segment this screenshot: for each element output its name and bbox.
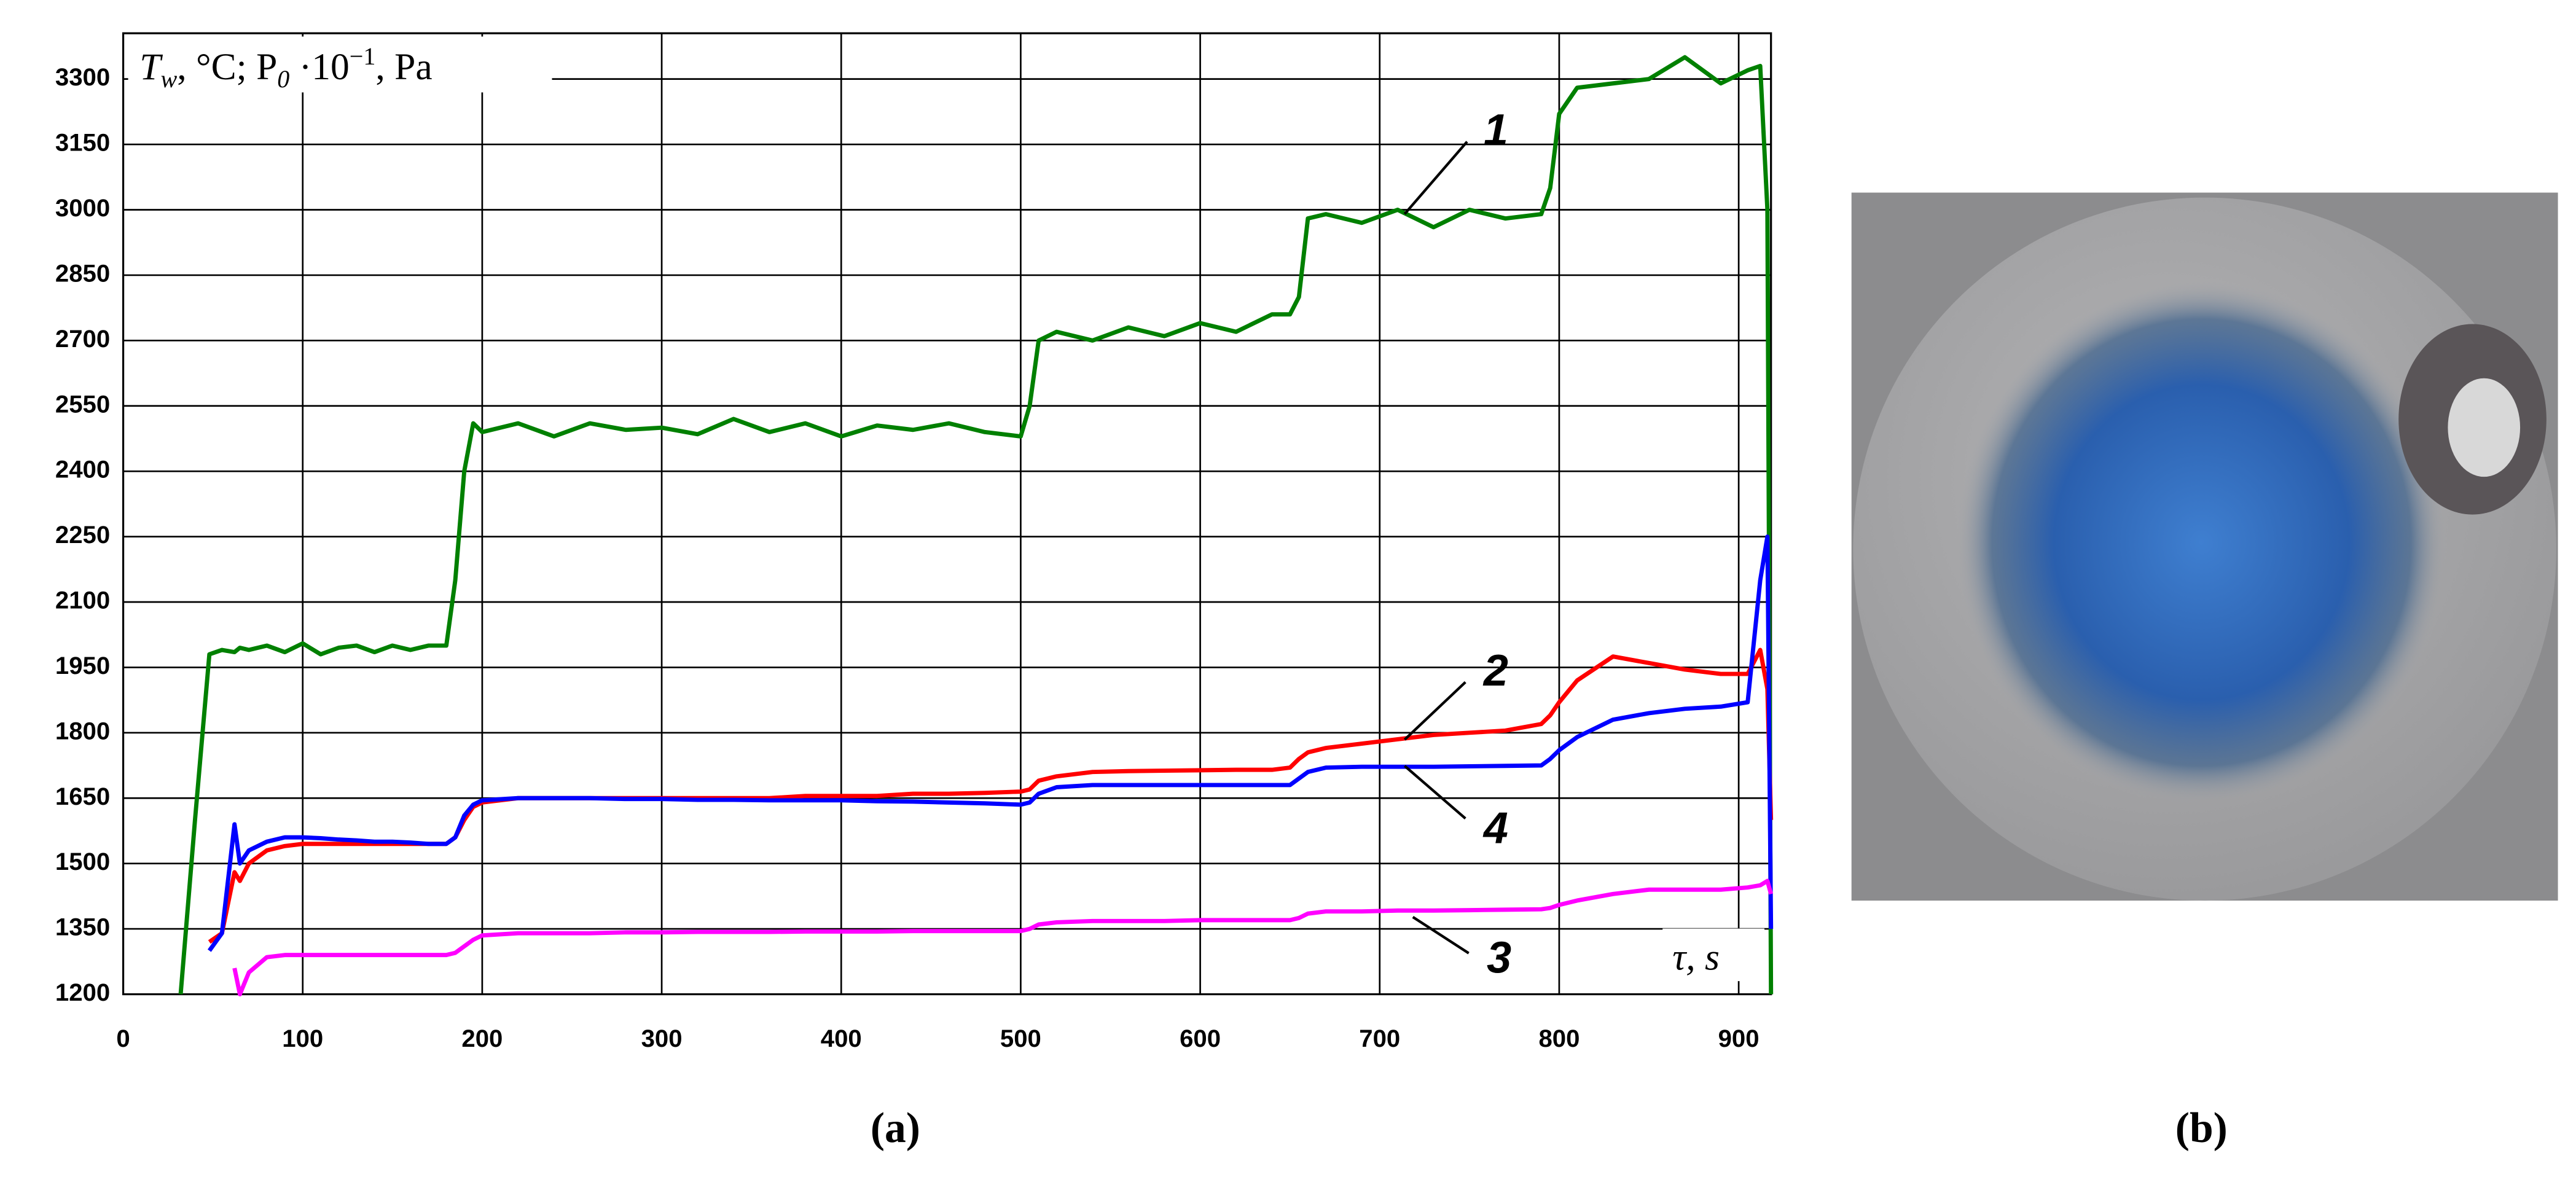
annotation-leader [1403, 681, 1466, 741]
blue-zone [1955, 280, 2448, 805]
y-tick-label: 1500 [55, 848, 110, 875]
series-line [232, 878, 1774, 996]
y-tick-label: 1200 [55, 979, 110, 1006]
x-axis-label: τ, s [1672, 936, 1720, 978]
x-tick-label: 200 [461, 1025, 503, 1052]
y-tick-label: 2700 [55, 326, 110, 353]
y-axis-label: Tw, °C; P0 ·10−1, Pa [139, 42, 432, 93]
caption: (b) [2175, 1105, 2228, 1152]
x-tick-label: 700 [1359, 1025, 1400, 1052]
y-tick-label: 1350 [55, 914, 110, 941]
y-label-part: 0 [277, 65, 289, 93]
crater-highlight [2448, 378, 2521, 477]
y-label-part: , Pa [375, 46, 432, 88]
y-label-part: T [139, 46, 163, 88]
y-tick-label: 1650 [55, 783, 110, 810]
x-tick-label: 500 [1000, 1025, 1041, 1052]
y-tick-label: 3150 [55, 130, 110, 157]
y-tick-label: 1950 [55, 652, 110, 679]
annotation: 1 [1484, 106, 1508, 155]
annotation-leader [1403, 765, 1466, 819]
y-tick-label: 2850 [55, 260, 110, 287]
annotation: 4 [1482, 804, 1508, 853]
x-tick-label: 300 [641, 1025, 683, 1052]
y-tick-label: 1800 [55, 718, 110, 745]
annotation-leader [1403, 141, 1468, 215]
x-tick-label: 400 [821, 1025, 862, 1052]
x-tick-label: 0 [116, 1025, 130, 1052]
x-label-background [1662, 928, 1764, 982]
series-line [178, 55, 1774, 995]
y-tick-label: 3300 [55, 64, 110, 91]
y-tick-label: 2100 [55, 587, 110, 614]
series-line [208, 647, 1774, 944]
plot-frame [122, 32, 1772, 996]
series-line [207, 534, 1774, 952]
y-label-background [128, 36, 552, 93]
y-tick-label: 3000 [55, 195, 110, 222]
x-tick-label: 600 [1180, 1025, 1221, 1052]
x-tick-label: 900 [1718, 1025, 1760, 1052]
annotation-leader [1412, 916, 1470, 955]
y-tick-label: 2400 [55, 456, 110, 483]
lines [178, 55, 1774, 996]
y-tick-label: 2550 [55, 391, 110, 418]
y-tick-label: 2250 [55, 522, 110, 549]
annotation: 3 [1487, 934, 1511, 983]
x-tick-label: 100 [282, 1025, 323, 1052]
y-label-part: , °C; P [177, 46, 277, 88]
x-tick-label: 800 [1538, 1025, 1580, 1052]
photo [1851, 192, 2558, 901]
labels: 1200135015001650180019502100225024002550… [55, 36, 2228, 1152]
y-label-part: −1 [350, 42, 376, 70]
caption: (a) [871, 1105, 920, 1152]
annotation: 2 [1482, 646, 1508, 695]
y-label-part: ·10 [289, 46, 349, 88]
grid [122, 33, 1771, 995]
y-label-part: w [161, 65, 178, 93]
